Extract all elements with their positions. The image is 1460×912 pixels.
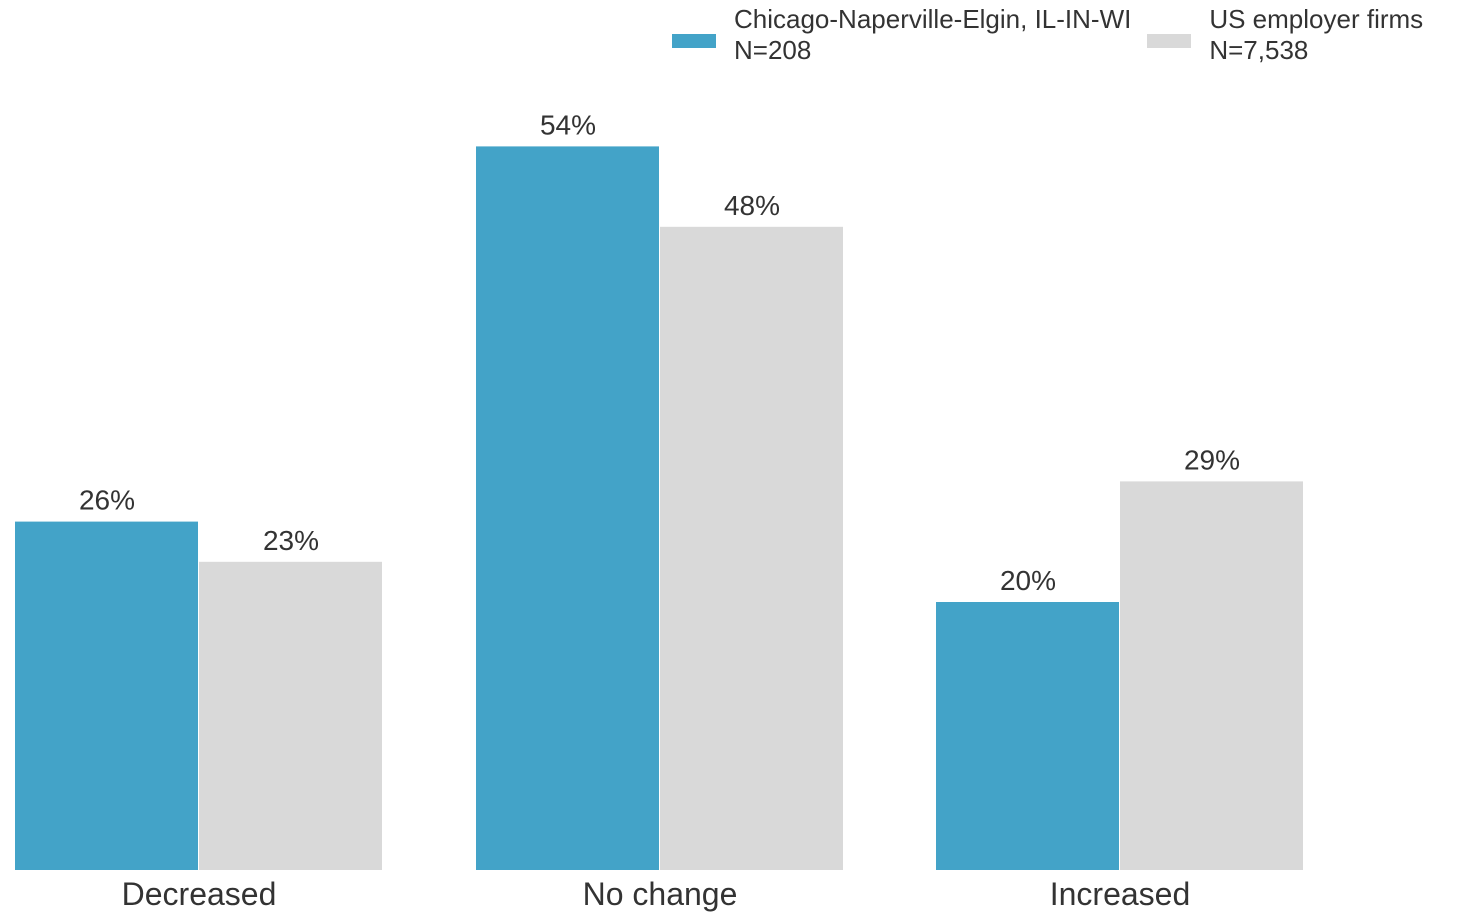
bar-no-change-chicago bbox=[476, 146, 659, 870]
legend-item-chicago: Chicago-Naperville-Elgin, IL-IN-WI N=208 bbox=[672, 4, 1131, 66]
bar-increased-us bbox=[1120, 481, 1303, 870]
legend-series-name: Chicago-Naperville-Elgin, IL-IN-WI bbox=[734, 4, 1132, 34]
legend-series-sample: N=208 bbox=[734, 35, 812, 65]
bar-decreased-chicago bbox=[15, 521, 198, 870]
value-label-decreased-chicago: 26% bbox=[79, 485, 135, 516]
bar-group bbox=[15, 146, 1303, 871]
bar-increased-chicago bbox=[936, 602, 1119, 870]
legend-label-us: US employer firms N=7,538 bbox=[1209, 4, 1423, 66]
legend-item-us: US employer firms N=7,538 bbox=[1147, 4, 1423, 66]
value-label-increased-chicago: 20% bbox=[1000, 565, 1056, 596]
bar-no-change-us bbox=[660, 226, 843, 871]
legend-label-chicago: Chicago-Naperville-Elgin, IL-IN-WI N=208 bbox=[734, 4, 1131, 66]
bar-decreased-us bbox=[199, 561, 382, 870]
value-label-increased-us: 29% bbox=[1184, 444, 1240, 475]
value-label-no-change-chicago: 54% bbox=[540, 109, 596, 140]
value-label-group: 26% 23% 54% 48% 20% 29% bbox=[79, 109, 1240, 596]
legend-swatch-us bbox=[1147, 34, 1192, 48]
value-label-decreased-us: 23% bbox=[263, 525, 319, 556]
category-label-increased: Increased bbox=[1050, 876, 1191, 912]
chart-legend: Chicago-Naperville-Elgin, IL-IN-WI N=208… bbox=[672, 4, 1423, 66]
legend-series-name: US employer firms bbox=[1209, 4, 1424, 34]
category-label-decreased: Decreased bbox=[122, 876, 277, 912]
value-label-no-change-us: 48% bbox=[724, 190, 780, 221]
legend-swatch-chicago bbox=[672, 34, 716, 48]
category-label-no-change: No change bbox=[583, 876, 738, 912]
legend-series-sample: N=7,538 bbox=[1209, 35, 1309, 65]
category-label-group: Decreased No change Increased bbox=[122, 876, 1191, 912]
